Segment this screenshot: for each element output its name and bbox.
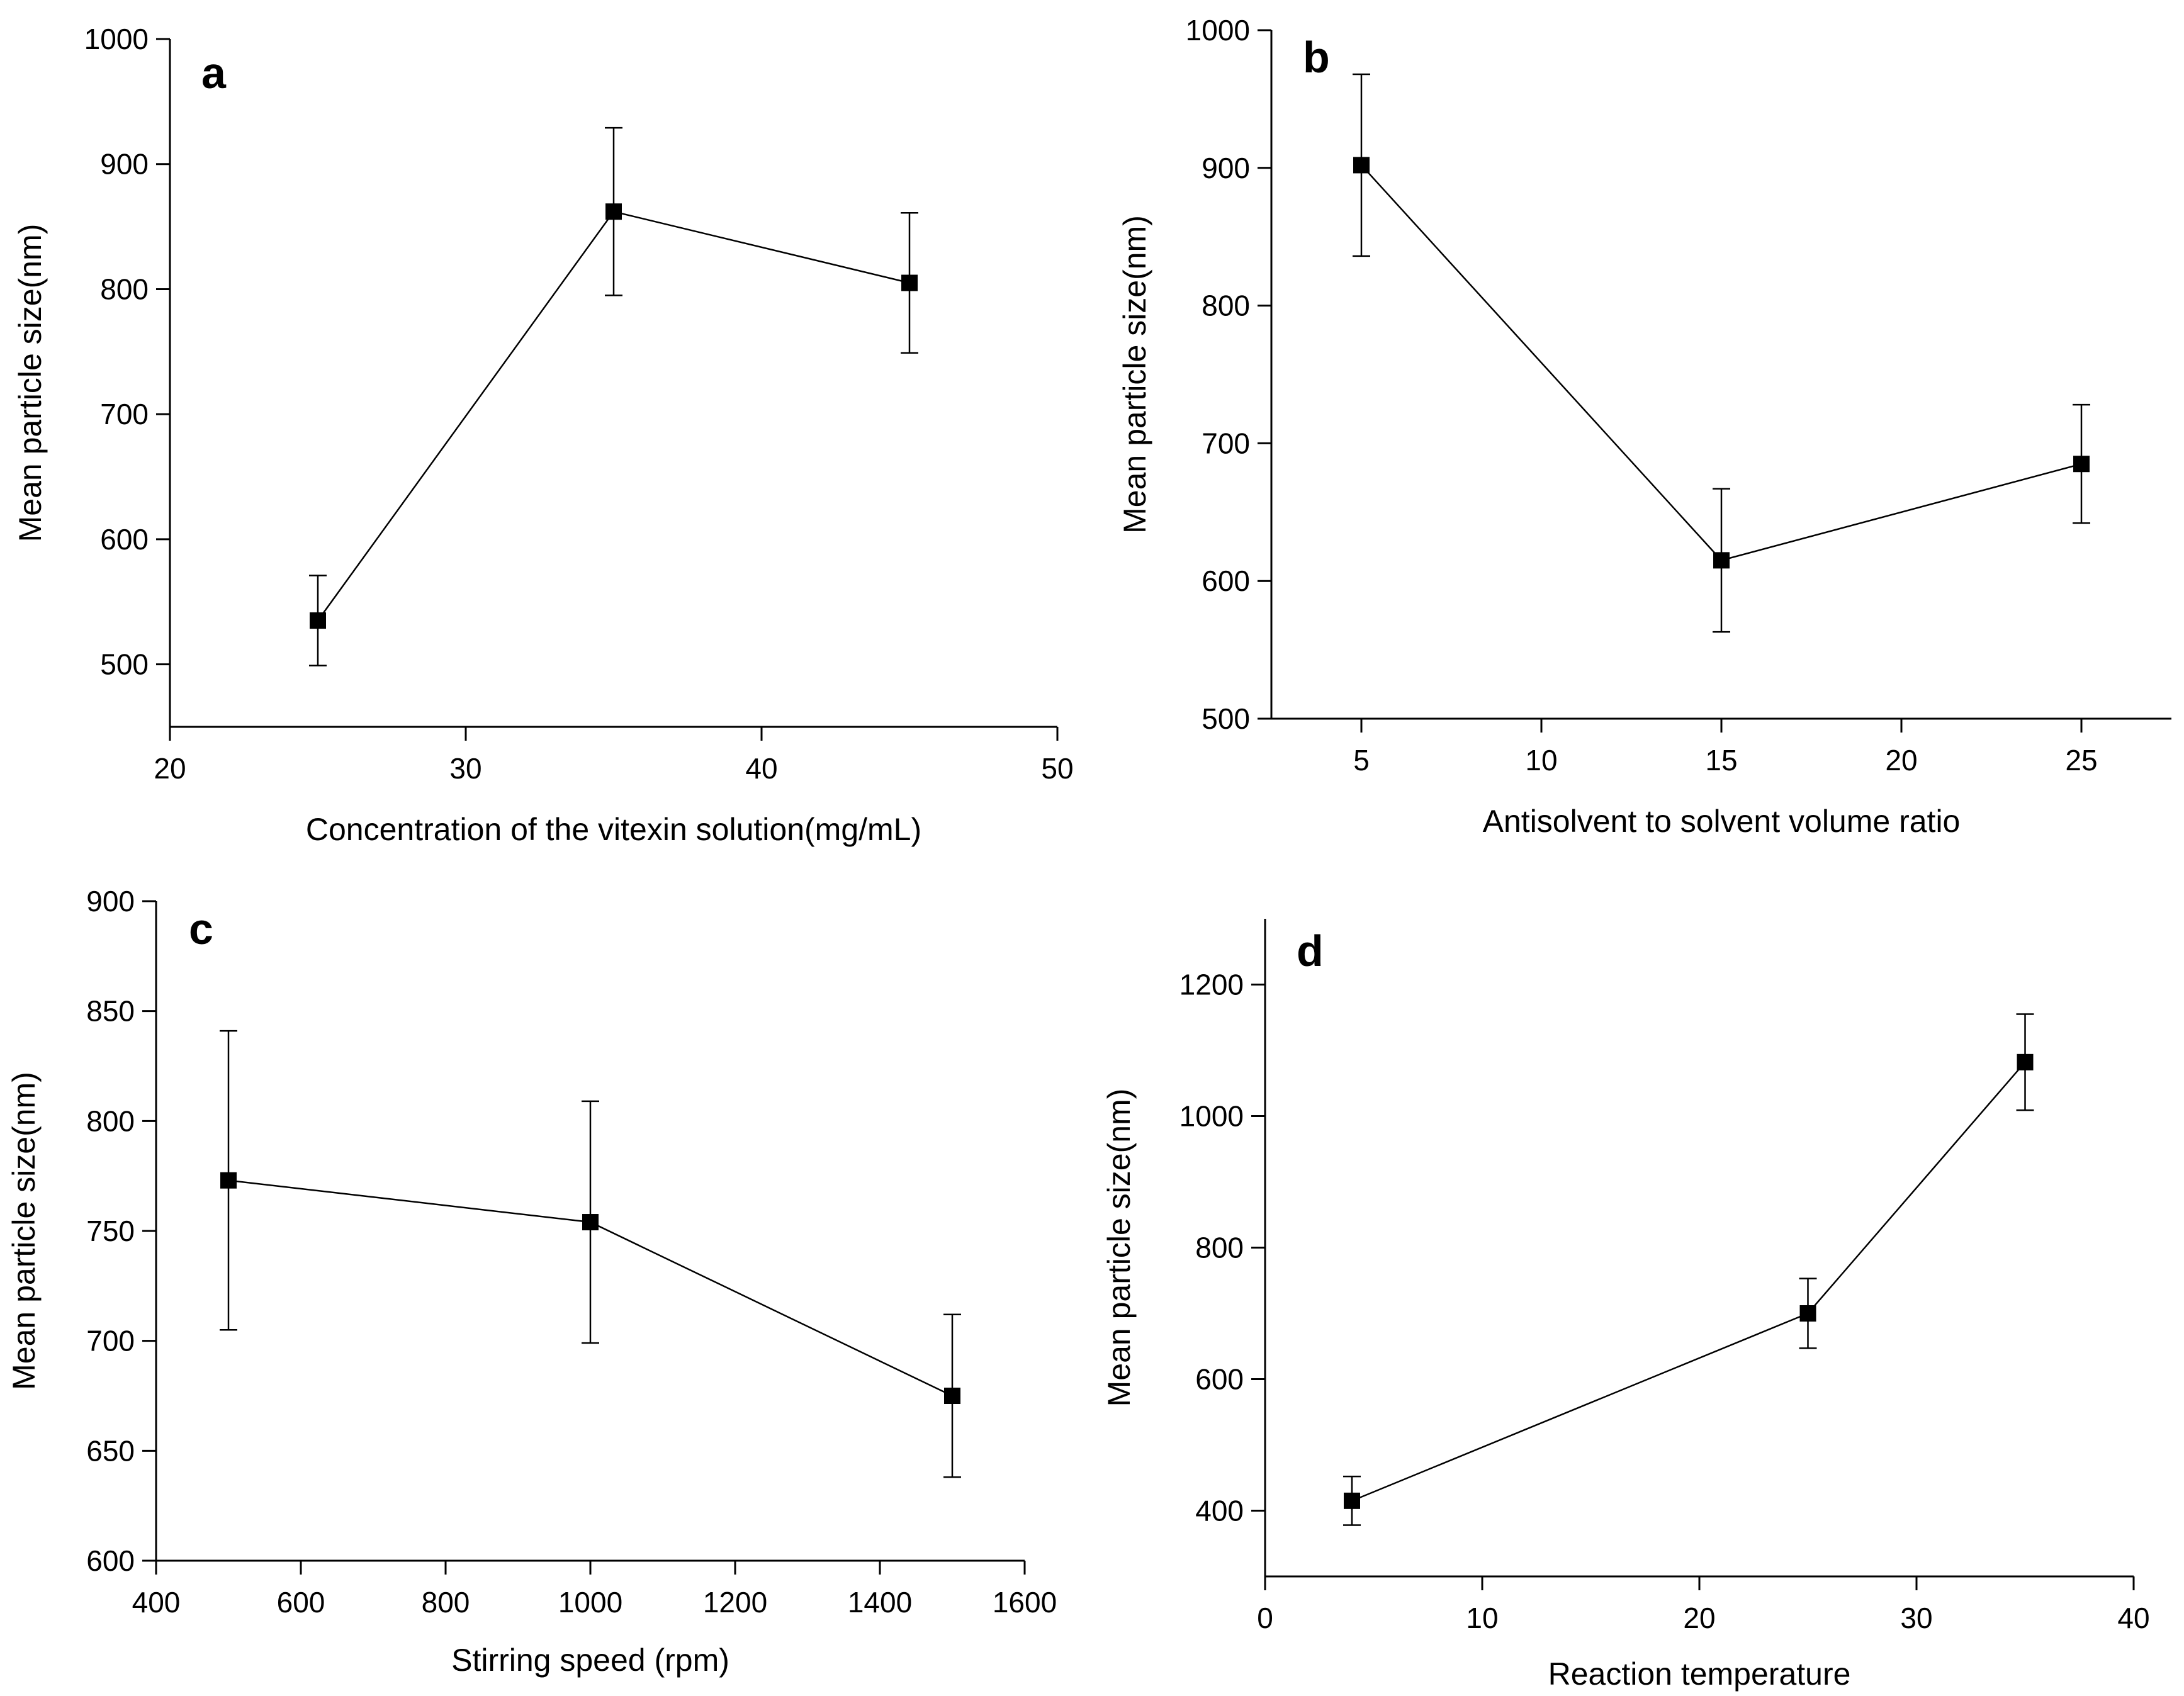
y-tick-label: 1000 — [1179, 1100, 1244, 1133]
y-tick-label: 800 — [100, 272, 149, 305]
x-axis-title: Stirring speed (rpm) — [451, 1643, 729, 1678]
x-tick-label: 10 — [1466, 1602, 1498, 1634]
y-tick-label: 1000 — [1186, 14, 1250, 47]
x-tick-label: 5 — [1353, 744, 1370, 777]
data-point — [605, 203, 622, 220]
x-tick-label: 30 — [1900, 1602, 1932, 1634]
x-tick-label: 1000 — [558, 1586, 622, 1619]
y-tick-label: 500 — [1202, 702, 1250, 735]
data-point — [1799, 1305, 1816, 1322]
data-point — [944, 1388, 960, 1404]
x-tick-label: 25 — [2065, 744, 2097, 777]
x-axis-title: Reaction temperature — [1548, 1656, 1851, 1692]
x-tick-label: 0 — [1257, 1602, 1273, 1634]
y-tick-label: 700 — [1202, 427, 1250, 459]
y-tick-label: 700 — [100, 398, 149, 430]
x-tick-label: 50 — [1041, 752, 1073, 785]
y-axis-title: Mean particle size(nm) — [13, 224, 48, 542]
y-tick-label: 750 — [86, 1215, 135, 1247]
panel-c: 400 600 800 1000 1200 1400 1600 600 650 700 750 800… — [6, 885, 1057, 1678]
y-tick-label: 900 — [86, 885, 135, 918]
y-tick-label: 800 — [86, 1104, 135, 1137]
panel-letter: a — [201, 48, 227, 98]
y-tick-label: 800 — [1195, 1232, 1244, 1264]
data-point — [901, 274, 918, 291]
y-tick-label: 500 — [100, 648, 149, 681]
data-point — [1344, 1492, 1360, 1509]
y-tick-label: 1000 — [84, 23, 149, 55]
y-tick-label: 600 — [86, 1544, 135, 1577]
y-tick-label: 600 — [100, 523, 149, 556]
x-tick-label: 20 — [1885, 744, 1917, 777]
panel-letter: b — [1303, 33, 1330, 82]
data-point — [1353, 157, 1370, 174]
x-tick-label: 1600 — [993, 1586, 1057, 1619]
series-line — [1351, 1061, 2026, 1502]
x-tick-label: 1400 — [848, 1586, 912, 1619]
data-point — [310, 612, 326, 629]
x-tick-label: 30 — [449, 752, 481, 785]
x-tick-label: 800 — [422, 1586, 470, 1619]
y-axis-title: Mean particle size(nm) — [1101, 1089, 1137, 1407]
x-tick-label: 10 — [1525, 744, 1557, 777]
y-tick-label: 1200 — [1179, 969, 1244, 1001]
panel-b: 5 10 15 20 25 500 600 700 800 900 1000 Antisolvent … — [1117, 14, 2171, 839]
data-point — [2017, 1053, 2034, 1070]
panel-a: 20 30 40 50 500 600 700 800 900 1000 Concentration… — [13, 23, 1074, 847]
panel-letter: d — [1297, 926, 1324, 975]
data-point — [220, 1172, 237, 1189]
y-tick-label: 600 — [1195, 1363, 1244, 1396]
x-axis-title: Antisolvent to solvent volume ratio — [1483, 804, 1961, 839]
y-tick-label: 700 — [86, 1325, 135, 1357]
y-tick-label: 400 — [1195, 1495, 1244, 1527]
data-point — [582, 1214, 599, 1231]
x-tick-label: 400 — [132, 1586, 181, 1619]
y-tick-label: 900 — [100, 148, 149, 181]
x-tick-label: 40 — [745, 752, 777, 785]
x-tick-label: 600 — [277, 1586, 325, 1619]
x-tick-label: 1200 — [703, 1586, 767, 1619]
y-axis-title: Mean particle size(nm) — [6, 1072, 42, 1390]
y-tick-label: 600 — [1202, 564, 1250, 597]
panel-d: 0 10 20 30 40 400 600 800 1000 1200 Reaction tempe… — [1101, 919, 2150, 1692]
y-tick-label: 850 — [86, 995, 135, 1028]
data-point — [1713, 552, 1730, 569]
x-tick-label: 15 — [1705, 744, 1737, 777]
y-tick-label: 800 — [1202, 289, 1250, 322]
y-tick-label: 900 — [1202, 152, 1250, 184]
x-tick-label: 20 — [1683, 1602, 1715, 1634]
y-tick-label: 650 — [86, 1434, 135, 1467]
data-point — [2073, 456, 2090, 473]
panel-letter: c — [189, 904, 213, 953]
x-axis-title: Concentration of the vitexin solution(mg… — [306, 812, 921, 847]
x-tick-label: 40 — [2117, 1602, 2149, 1634]
y-axis-title: Mean particle size(nm) — [1117, 215, 1152, 534]
x-tick-label: 20 — [154, 752, 186, 785]
